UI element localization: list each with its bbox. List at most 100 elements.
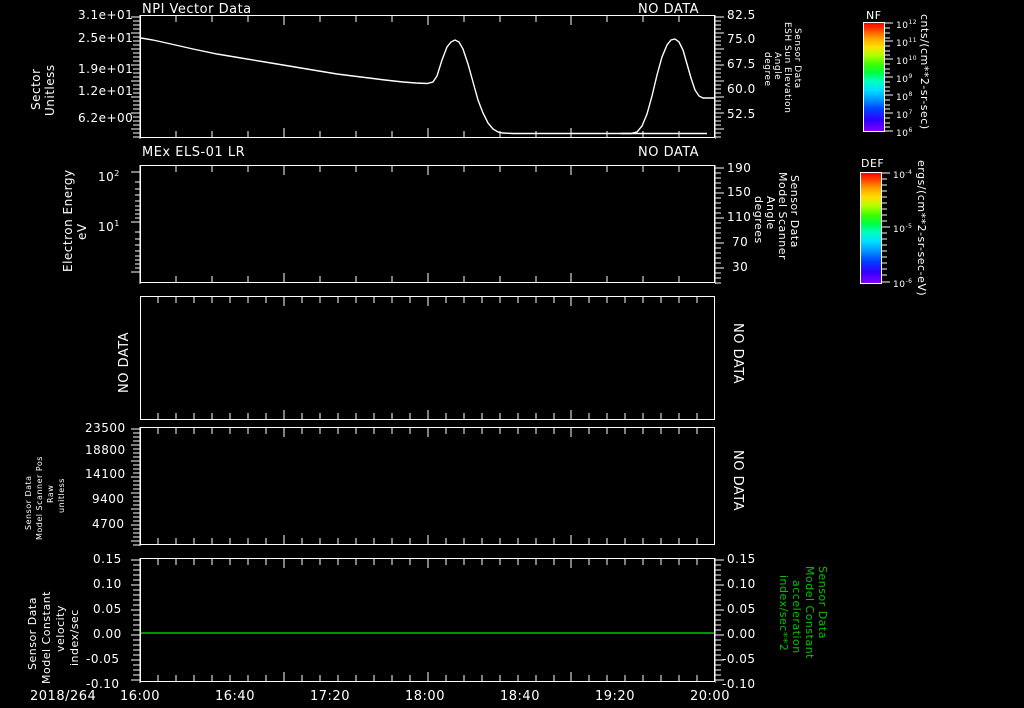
panel-3-right-label: NO DATA: [730, 323, 745, 385]
panel-5-left-minor-ticks: [131, 558, 141, 683]
panel-5-right-tick-label: -0.05: [722, 652, 756, 666]
panel-3-plot-area[interactable]: [140, 296, 715, 420]
panel-5-left-tick-label: 0.15: [93, 552, 122, 566]
panel-1-left-tick-label: 6.2e+00: [78, 111, 134, 125]
panel-2-plot-area[interactable]: [140, 165, 715, 283]
panel-5-plot-area[interactable]: [140, 558, 715, 682]
panel-5-ticks: [157, 559, 698, 681]
panel-2-ticks: [175, 166, 680, 282]
xaxis-date-label: 2018/264: [30, 689, 97, 704]
panel-1-right-tick-label: 82.5: [727, 8, 756, 22]
panel-1-right-axis-label: Sensor Data: [792, 28, 802, 89]
panel-5-left-axis-sublabel: Model Constant: [40, 591, 53, 684]
panel-5-left-tick-label: -0.10: [86, 677, 120, 691]
colorbar-nf-tick-label: 1011: [896, 37, 918, 49]
panel-1-right-axis-sublabel: ESH Sun Elevation: [782, 22, 792, 114]
panel-2-left-log-ticks: [131, 165, 141, 284]
panel-2-right-axis-sublabel: Angle: [764, 196, 777, 230]
xaxis-tick-label: 19:20: [595, 689, 635, 704]
colorbar-nf-tick-label: 1012: [896, 19, 918, 31]
colorbar-nf[interactable]: [863, 22, 885, 132]
esh-sun-elevation-curve: [141, 37, 707, 135]
panel-1-title-right: NO DATA: [638, 2, 700, 17]
panel-4-left-tick-label: 14100: [85, 467, 126, 481]
panel-1-right-tick-label: 60.0: [727, 82, 756, 96]
colorbar-nf-tick-label: 109: [896, 73, 913, 85]
panel-1-plot-area[interactable]: [140, 15, 715, 138]
panel-2-right-tick-label: 150: [727, 185, 752, 199]
panel-4-plot-area[interactable]: [140, 427, 715, 545]
esh-sun-elevation-curve-second-peak: [621, 38, 714, 135]
xaxis-tick-label: 18:00: [405, 689, 445, 704]
panel-5-right-tick-label: 0.10: [727, 577, 756, 591]
panel-5-right-minor-ticks: [715, 558, 724, 683]
panel-4-ticks: [157, 428, 698, 544]
colorbar-nf-unit: cnts/(cm**2-sr-sec): [918, 14, 931, 130]
panel-2-right-tick-label: 30: [732, 260, 749, 274]
panel-5-left-tick-label: 0.10: [93, 577, 122, 591]
colorbar-def-tick-label: 10-4: [893, 169, 913, 181]
xaxis-tick-label: 20:00: [690, 689, 730, 704]
panel-5-right-axis-label: Sensor Data: [816, 566, 829, 639]
colorbar-nf-title: NF: [866, 9, 882, 22]
panel-2-right-axis-unit: degrees: [752, 196, 765, 244]
panel-2-left-axis-label: Electron Energy: [61, 169, 75, 272]
panel-5-right-axis-sublabel: Model Constant: [803, 566, 816, 659]
panel-1-left-tick-label: 1.9e+01: [78, 62, 134, 76]
panel-2-right-tick-label: 70: [732, 235, 749, 249]
xaxis-tick-label: 16:40: [215, 689, 255, 704]
panel-1-left-axis-label: Sector: [29, 68, 43, 110]
panel-5-left-tick-label: 0.00: [93, 627, 122, 641]
colorbar-nf-gradient: [864, 23, 884, 131]
panel-4-right-label: NO DATA: [730, 450, 745, 512]
panel-5-right-tick-label: 0.15: [727, 552, 756, 566]
panel-5-left-tick-label: 0.05: [93, 602, 122, 616]
panel-2-left-tick-label: 102: [98, 169, 120, 184]
panel-1-left-minor-ticks: [131, 15, 141, 139]
colorbar-def[interactable]: [860, 172, 882, 284]
xaxis-tick-label: 16:00: [120, 689, 160, 704]
panel-2-left-axis-unit: eV: [75, 223, 89, 240]
panel-5-right-axis-unit: index/sec**2: [777, 575, 790, 652]
panel-1-left-tick-label: 1.2e+01: [78, 84, 134, 98]
panel-2-right-axis-sublabel: Model Scanner: [776, 172, 789, 261]
panel-5-left-tick-label: -0.05: [86, 652, 120, 666]
xaxis-tick-label: 18:40: [500, 689, 540, 704]
panel-1-right-axis-unit: degree: [762, 52, 772, 87]
colorbar-def-tick-label: 10-6: [893, 278, 913, 290]
panel-2-left-tick-label: 101: [98, 219, 120, 234]
panel-1-curve-svg-2: [621, 38, 714, 135]
panel-2-right-minor-ticks: [715, 165, 724, 284]
panel-5-right-axis-sublabel: acceleration: [790, 580, 803, 654]
panel-2-right-axis-label: Sensor Data: [788, 175, 801, 248]
colorbar-def-gradient: [861, 173, 881, 283]
panel-1-right-axis-sublabel: Angle: [772, 52, 782, 81]
colorbar-nf-tick-label: 1010: [896, 55, 918, 67]
panel-3-left-label: NO DATA: [117, 331, 132, 393]
panel-4-left-tick-label: 18800: [85, 443, 126, 457]
panel-1-ticks: [175, 16, 680, 137]
colorbar-nf-tick-label: 106: [896, 127, 913, 139]
colorbar-def-tick-label: 10-5: [893, 223, 913, 235]
colorbar-nf-tick-label: 108: [896, 91, 913, 103]
panel-5-left-axis-sublabel: velocity: [54, 605, 67, 652]
xaxis-tick-label: 17:20: [310, 689, 350, 704]
panel-4-left-minor-ticks: [131, 427, 141, 546]
colorbar-nf-ticks: [885, 22, 893, 132]
panel-5-right-tick-label: 0.00: [727, 627, 756, 641]
panel-5-velocity-line-svg: [141, 632, 714, 634]
panel-4-left-axis-label: Sensor Data: [24, 475, 33, 530]
panel-2-right-tick-label: 110: [727, 210, 752, 224]
panel-5-right-tick-label: 0.05: [727, 602, 756, 616]
panel-2-right-tick-label: 190: [727, 161, 752, 175]
panel-1-title-left: NPI Vector Data: [142, 2, 252, 17]
panel-1-curve-svg: [141, 37, 707, 135]
panel-1-left-axis-unit: Unitless: [43, 64, 57, 116]
panel-2-title-left: MEx ELS-01 LR: [142, 145, 246, 160]
colorbar-def-unit: ergs/(cm**2-sr-sec-eV): [915, 160, 928, 297]
panel-1-right-tick-label: 52.5: [727, 107, 756, 121]
panel-4-left-axis-unit: unitless: [57, 478, 66, 513]
panel-1-right-tick-label: 75.0: [727, 32, 756, 46]
panel-4-left-tick-label: 23500: [85, 421, 126, 435]
panel-4-left-axis-sublabel: Model Scanner Pos: [35, 456, 44, 540]
